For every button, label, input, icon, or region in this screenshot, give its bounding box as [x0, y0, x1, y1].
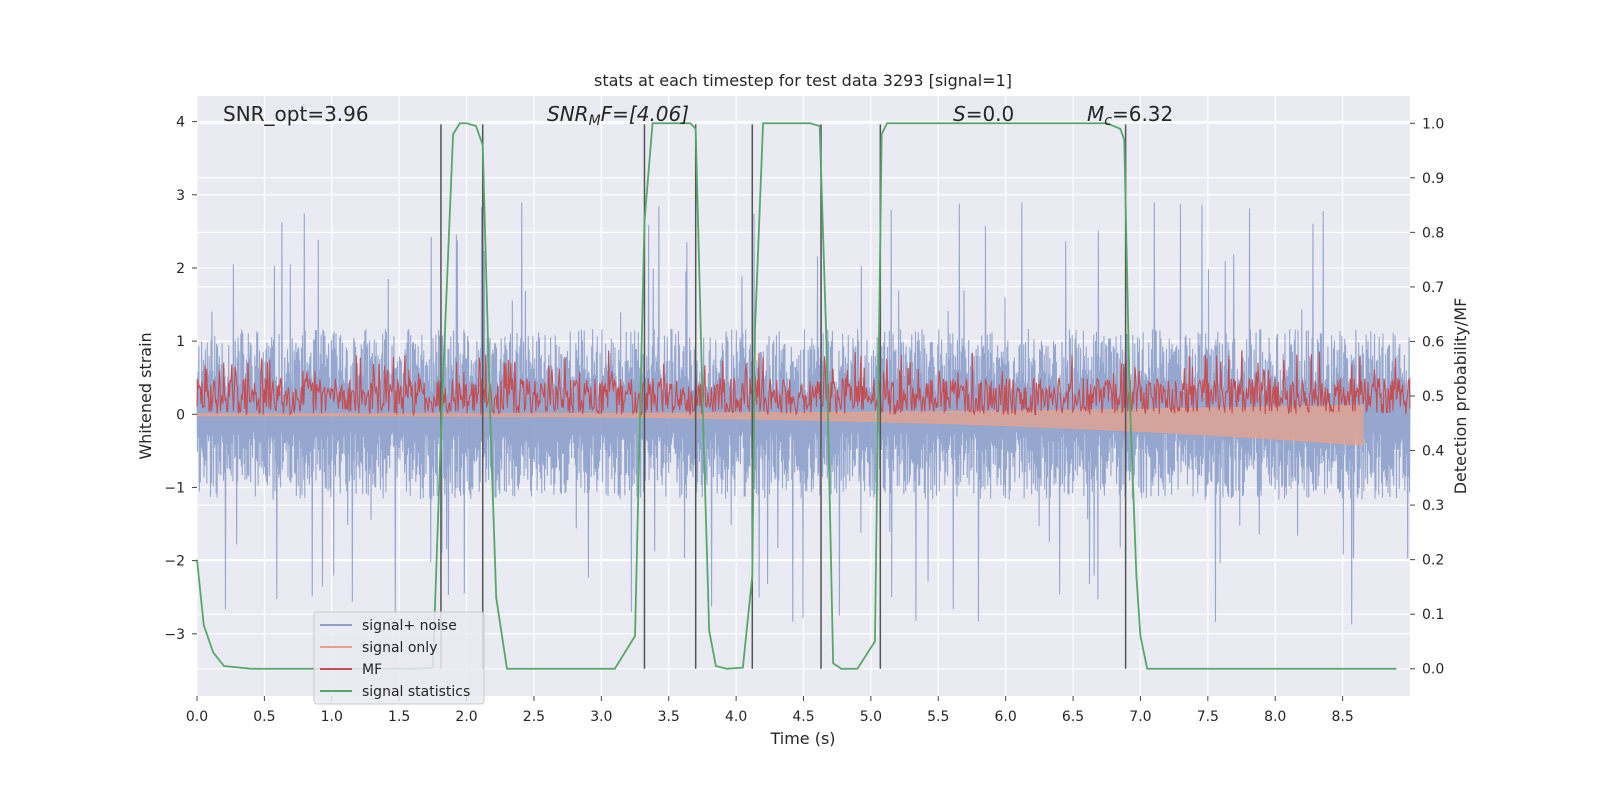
y-axis-label: Whitened strain: [136, 332, 155, 459]
x-tick-label-3: 1.5: [388, 709, 410, 725]
series-mf: [196, 350, 1411, 417]
statistics-series: [196, 122, 1397, 670]
annotation-s: S=0.0: [953, 102, 1014, 126]
x-axis-ticks: 0.0 0.5 1.0 1.5 2.0 2.5 3.0 3.5 4.0 4.5 5.0 5.5 6.0 6…: [186, 696, 1354, 725]
y2-tick-label-2: 0.8: [1422, 225, 1444, 241]
x-tick-label-5: 2.5: [523, 709, 545, 725]
annotation-mc: Mc=6.32: [1087, 102, 1173, 129]
x-tick-label-9: 4.5: [792, 709, 814, 725]
x-tick-label-13: 6.5: [1062, 709, 1084, 725]
y2-tick-label-6: 0.4: [1422, 444, 1444, 460]
y2-tick-label-10: 0.0: [1422, 662, 1444, 678]
y2-tick-label-8: 0.2: [1422, 553, 1444, 569]
x-tick-label-8: 4.0: [725, 709, 747, 725]
y-tick-label-6: −2: [164, 554, 185, 570]
y2-tick-label-7: 0.3: [1422, 498, 1444, 514]
y2-tick-label-0: 1.0: [1422, 116, 1444, 132]
y-tick-label-5: −1: [164, 480, 185, 496]
x-tick-label-6: 3.0: [590, 709, 612, 725]
x-tick-label-0: 0.0: [186, 709, 208, 725]
x-tick-label-11: 5.5: [927, 709, 949, 725]
x-axis-label: Time (s): [769, 729, 835, 748]
y-tick-label-1: 3: [176, 188, 185, 204]
legend-label-signal-noise: signal+ noise: [362, 618, 457, 634]
x-tick-label-4: 2.0: [455, 709, 477, 725]
y-tick-label-3: 1: [176, 334, 185, 350]
x-tick-label-7: 3.5: [658, 709, 680, 725]
x-tick-label-17: 8.5: [1331, 709, 1353, 725]
y2-axis-label: Detection probability/MF: [1451, 298, 1470, 495]
x-tick-label-2: 1.0: [321, 709, 343, 725]
y2-tick-label-1: 0.9: [1422, 171, 1444, 187]
x-tick-label-14: 7.0: [1129, 709, 1151, 725]
y2-axis-ticks: 1.0 0.9 0.8 0.7 0.6 0.5 0.4 0.3 0.2 0.1 0.0: [1410, 116, 1444, 678]
legend-label-signal-only: signal only: [362, 640, 437, 656]
y-axis-ticks: 4 3 2 1 0 −1 −2 −3: [164, 115, 197, 643]
chart-title: stats at each timestep for test data 329…: [594, 71, 1012, 90]
legend-label-mf: MF: [362, 662, 382, 678]
y2-tick-label-3: 0.7: [1422, 280, 1444, 296]
x-tick-label-12: 6.0: [995, 709, 1017, 725]
y2-tick-label-9: 0.1: [1422, 607, 1444, 623]
x-tick-label-1: 0.5: [253, 709, 275, 725]
x-tick-label-16: 8.0: [1264, 709, 1286, 725]
series-signal-noise: [196, 202, 1411, 625]
y-tick-label-7: −3: [164, 627, 185, 643]
legend-label-signal-statistics: signal statistics: [362, 684, 470, 700]
x-tick-label-10: 5.0: [860, 709, 882, 725]
y-tick-label-0: 4: [176, 115, 185, 131]
x-tick-label-15: 7.5: [1197, 709, 1219, 725]
chirp-series: [196, 404, 1364, 446]
y2-tick-label-4: 0.6: [1422, 334, 1444, 350]
y-tick-label-2: 2: [176, 261, 185, 277]
series-signal-statistics: [196, 122, 1397, 670]
annotation-snr-opt: SNR_opt=3.96: [223, 102, 369, 126]
series-signal-only: [196, 404, 1364, 446]
legend: signal+ noise signal only MF signal stat…: [313, 611, 485, 705]
annotation-snr-mf: SNRMF=[4.06]: [547, 102, 689, 129]
y-tick-label-4: 0: [176, 407, 185, 423]
legend-box: [313, 611, 485, 705]
y2-tick-label-5: 0.5: [1422, 389, 1444, 405]
noise-series: [196, 202, 1411, 625]
mf-series: [196, 350, 1411, 417]
